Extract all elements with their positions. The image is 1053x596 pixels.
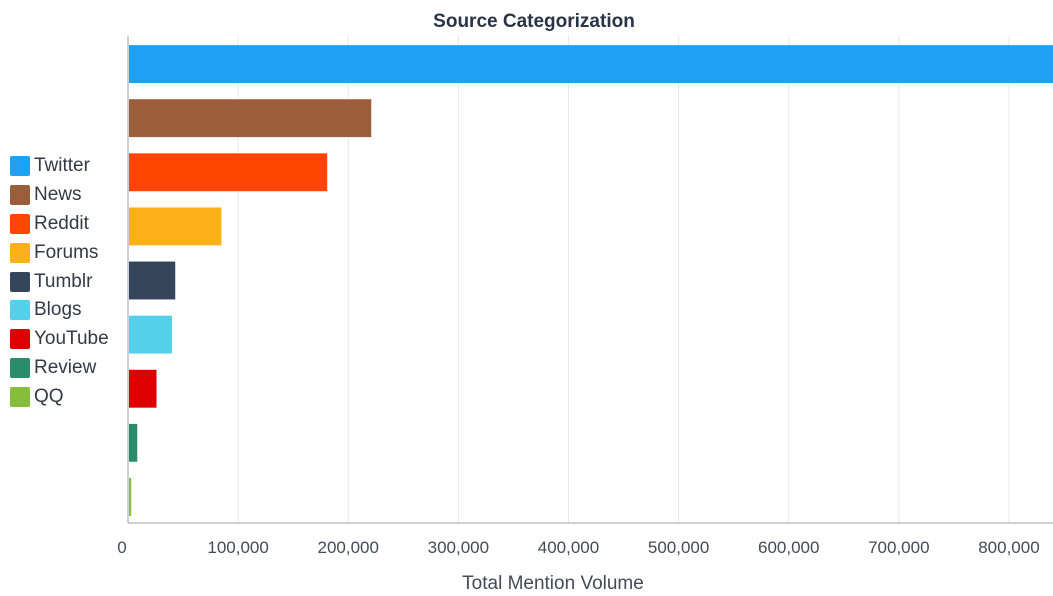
x-tick-label: 400,000 xyxy=(538,538,599,557)
legend-item-tumblr[interactable]: Tumblr xyxy=(10,267,109,296)
bar-news xyxy=(129,99,372,138)
legend-label: Forums xyxy=(34,241,99,263)
x-tick-label: 100,000 xyxy=(207,538,268,557)
legend-item-twitter[interactable]: Twitter xyxy=(10,152,109,181)
legend-swatch xyxy=(10,185,30,206)
bar-youtube xyxy=(129,369,157,408)
legend-item-forums[interactable]: Forums xyxy=(10,238,109,267)
legend-label: YouTube xyxy=(34,328,109,350)
chart-title: Source Categorization xyxy=(433,11,635,32)
x-tick-label: 800,000 xyxy=(978,538,1039,557)
x-tick-label: 0 xyxy=(117,538,126,557)
legend-swatch xyxy=(10,242,30,263)
bar-tumblr xyxy=(129,261,176,300)
bars xyxy=(129,45,1053,516)
x-tick-labels: 0 100,000 200,000 300,000 400,000 500,000 600,… xyxy=(117,538,1039,557)
legend-swatch xyxy=(10,357,30,378)
legend-label: Blogs xyxy=(34,299,82,321)
legend-swatch xyxy=(10,329,30,350)
x-tick-label: 600,000 xyxy=(758,538,819,557)
legend-item-qq[interactable]: QQ xyxy=(10,382,109,411)
bar-twitter xyxy=(129,45,1053,83)
bar-reddit xyxy=(129,153,328,192)
x-tick-label: 500,000 xyxy=(648,538,709,557)
legend-label: News xyxy=(34,184,82,206)
legend-swatch xyxy=(10,156,30,177)
x-tick-label: 700,000 xyxy=(868,538,929,557)
x-tick-label: 300,000 xyxy=(428,538,489,557)
legend-item-blogs[interactable]: Blogs xyxy=(10,296,109,325)
legend-label: Review xyxy=(34,356,97,378)
legend-label: Twitter xyxy=(34,155,90,177)
legend-swatch xyxy=(10,213,30,234)
bar-blogs xyxy=(129,315,172,354)
bar-review xyxy=(129,423,138,462)
legend-item-youtube[interactable]: YouTube xyxy=(10,325,109,354)
legend-item-reddit[interactable]: Reddit xyxy=(10,210,109,239)
legend-label: QQ xyxy=(34,385,64,407)
legend-label: Reddit xyxy=(34,212,89,234)
x-tick-label: 200,000 xyxy=(318,538,379,557)
legend: Twitter News Reddit Forums Tumblr Blogs YouTub… xyxy=(10,152,109,411)
legend-swatch xyxy=(10,386,30,407)
bar-forums xyxy=(129,207,222,246)
legend-label: Tumblr xyxy=(34,270,93,292)
x-axis-title: Total Mention Volume xyxy=(462,573,644,594)
legend-swatch xyxy=(10,300,30,321)
legend-item-review[interactable]: Review xyxy=(10,354,109,383)
legend-swatch xyxy=(10,271,30,292)
bar-qq xyxy=(129,478,132,516)
legend-item-news[interactable]: News xyxy=(10,181,109,210)
